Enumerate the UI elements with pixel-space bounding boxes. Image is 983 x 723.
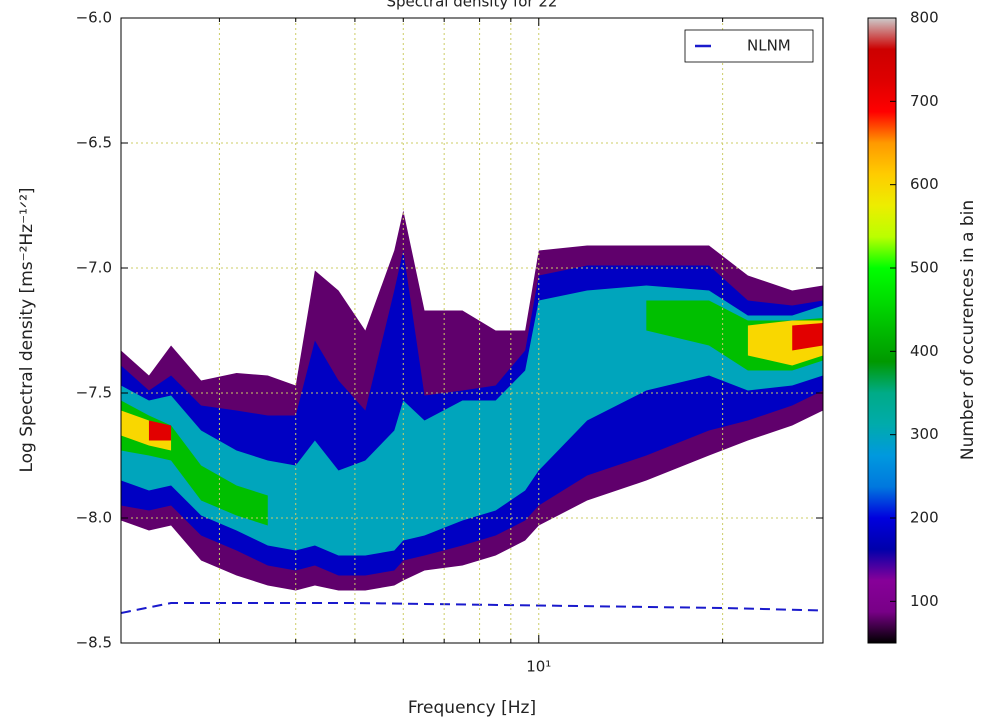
y-tick-label: −6.5: [76, 134, 112, 152]
density-band: [121, 285, 823, 556]
y-tick-label: −8.5: [76, 634, 112, 652]
colorbar-tick-label: 500: [910, 259, 939, 277]
x-axis-label: Frequency [Hz]: [408, 698, 536, 718]
colorbar-tick-label: 300: [910, 425, 939, 443]
legend-label: NLNM: [747, 37, 791, 55]
plot-frame: [120, 17, 824, 644]
chart-title: Spectral density for 22: [387, 0, 558, 11]
y-axis-label: Log Spectral density [ms⁻²Hz⁻¹ᐟ²]: [17, 187, 37, 472]
plot-area: [121, 210, 823, 614]
density-band: [792, 323, 823, 351]
y-tick-label: −7.5: [76, 384, 112, 402]
colorbar: [867, 17, 897, 644]
colorbar-tick-label: 700: [910, 92, 939, 110]
x-tick-label: 10¹: [526, 658, 551, 676]
colorbar-label: Number of occurences in a bin: [958, 200, 978, 460]
y-tick-label: −7.0: [76, 259, 112, 277]
colorbar-tick-label: 800: [910, 9, 939, 27]
line: [121, 602, 823, 614]
y-tick-label: −6.0: [76, 9, 112, 27]
colorbar-tick-label: 600: [910, 175, 939, 193]
colorbar-tick-label: 100: [910, 592, 939, 610]
density-band: [148, 420, 172, 441]
colorbar-tick-label: 400: [910, 342, 939, 360]
colorbar-tick-label: 200: [910, 509, 939, 527]
y-tick-label: −8.0: [76, 509, 112, 527]
